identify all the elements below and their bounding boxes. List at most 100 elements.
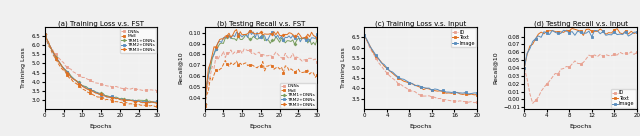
Image bbox=[366, 46, 374, 47]
TRM3+DNNs bbox=[138, 102, 146, 103]
TRM1+DNNs bbox=[154, 101, 161, 102]
TRM1+DNNs bbox=[101, 95, 109, 96]
ID bbox=[554, 73, 562, 75]
Text: (15, 3.78): (15, 3.78) bbox=[445, 92, 452, 94]
Y-axis label: Training Loss: Training Loss bbox=[21, 48, 26, 88]
Image bbox=[431, 88, 438, 90]
ID bbox=[534, 96, 542, 98]
Image bbox=[524, 52, 531, 54]
X-axis label: Epochs: Epochs bbox=[569, 123, 592, 129]
ID bbox=[459, 101, 467, 102]
Image bbox=[532, 38, 540, 40]
Legend: DNNs, MoE, TRM1+DNNs, TRM2+DNNs, TRM3+DNNs: DNNs, MoE, TRM1+DNNs, TRM2+DNNs, TRM3+DN… bbox=[120, 28, 156, 53]
Text: (0, 0.04): (0, 0.04) bbox=[520, 67, 528, 69]
Image bbox=[621, 31, 629, 33]
TRM3+DNNs bbox=[201, 104, 209, 105]
Text: (18, 3.74): (18, 3.74) bbox=[462, 93, 470, 95]
Y-axis label: Training Loss: Training Loss bbox=[341, 48, 346, 88]
ID bbox=[616, 52, 624, 53]
TRM1+DNNs bbox=[314, 38, 321, 40]
DNNs bbox=[154, 90, 161, 92]
ID bbox=[538, 90, 545, 92]
Image bbox=[546, 34, 554, 35]
Image bbox=[364, 39, 371, 41]
Image bbox=[412, 85, 419, 86]
Text: (2.5, 5.45): (2.5, 5.45) bbox=[374, 58, 382, 60]
Text: (20, 3.7): (20, 3.7) bbox=[473, 94, 481, 95]
Image bbox=[520, 67, 528, 69]
TRM3+DNNs bbox=[41, 34, 49, 35]
Line: TRM3+DNNs: TRM3+DNNs bbox=[44, 33, 159, 104]
TRM1+DNNs bbox=[152, 102, 159, 103]
Text: (11, 4): (11, 4) bbox=[422, 88, 430, 89]
ID bbox=[445, 100, 452, 101]
Image bbox=[448, 92, 456, 93]
ID bbox=[406, 90, 413, 91]
X-axis label: Epochs: Epochs bbox=[410, 123, 432, 129]
Text: (4.5, 0.0874): (4.5, 0.0874) bbox=[546, 30, 554, 32]
Text: (7, 4.35): (7, 4.35) bbox=[400, 81, 408, 82]
ID bbox=[532, 100, 540, 101]
Image bbox=[611, 31, 618, 33]
Text: (11.5, 3.98): (11.5, 3.98) bbox=[426, 88, 433, 90]
Text: (17.5, 0.0834): (17.5, 0.0834) bbox=[619, 33, 627, 35]
ID bbox=[360, 35, 368, 36]
DNNs bbox=[223, 53, 231, 54]
MoE bbox=[67, 78, 75, 80]
Image bbox=[397, 78, 405, 80]
TRM2+DNNs bbox=[262, 40, 270, 42]
Text: (13.5, 0.0897): (13.5, 0.0897) bbox=[596, 28, 604, 30]
Text: (2, 0.0772): (2, 0.0772) bbox=[532, 38, 540, 40]
Text: (3, 5.29): (3, 5.29) bbox=[378, 61, 385, 63]
Image bbox=[577, 32, 584, 33]
Image bbox=[456, 92, 464, 94]
Image bbox=[454, 92, 461, 94]
Text: (1.5, 5.78): (1.5, 5.78) bbox=[369, 51, 377, 53]
Image bbox=[380, 64, 388, 65]
Text: (20, 0.0854): (20, 0.0854) bbox=[633, 32, 640, 33]
Text: (15, 0.0851): (15, 0.0851) bbox=[605, 32, 612, 33]
Text: (9.5, 4.1): (9.5, 4.1) bbox=[414, 86, 422, 87]
ID bbox=[470, 102, 478, 103]
TRM3+DNNs bbox=[81, 87, 88, 88]
Text: (9.5, 0.0881): (9.5, 0.0881) bbox=[574, 29, 582, 31]
Image bbox=[369, 50, 377, 51]
TRM2+DNNs bbox=[138, 101, 146, 102]
Text: (6.5, 0.086): (6.5, 0.086) bbox=[557, 31, 564, 33]
TRM1+DNNs bbox=[270, 40, 278, 42]
ID bbox=[454, 101, 461, 102]
ID bbox=[440, 99, 447, 101]
MoE bbox=[41, 35, 49, 37]
Title: (b) Testing Recall v.s. FST: (b) Testing Recall v.s. FST bbox=[217, 20, 305, 27]
Image bbox=[406, 82, 413, 84]
Legend: ID, Text, Image: ID, Text, Image bbox=[611, 89, 636, 108]
TRM1+DNNs bbox=[300, 38, 308, 39]
Text: (12.5, 0.0868): (12.5, 0.0868) bbox=[591, 30, 598, 32]
ID bbox=[420, 95, 428, 97]
Image bbox=[445, 91, 452, 93]
ID bbox=[462, 101, 470, 102]
ID bbox=[560, 68, 568, 69]
Y-axis label: Recall@10: Recall@10 bbox=[493, 52, 498, 84]
Line: TRM3+DNNs: TRM3+DNNs bbox=[204, 28, 319, 106]
TRM2+DNNs bbox=[146, 102, 154, 103]
Text: (6, 0.086): (6, 0.086) bbox=[554, 31, 562, 33]
ID bbox=[557, 68, 564, 70]
Image bbox=[630, 31, 638, 33]
Text: (5, 4.74): (5, 4.74) bbox=[388, 72, 396, 74]
DNNs bbox=[227, 49, 235, 51]
Image bbox=[571, 35, 579, 36]
Image bbox=[607, 34, 615, 36]
TRM3+DNNs bbox=[314, 37, 321, 39]
Text: (10.5, 3.94): (10.5, 3.94) bbox=[420, 89, 428, 90]
Image bbox=[392, 74, 399, 76]
Image bbox=[465, 93, 472, 95]
DNNs bbox=[63, 66, 71, 68]
Text: (16.5, 3.8): (16.5, 3.8) bbox=[454, 92, 461, 93]
Text: (5.5, 0.0864): (5.5, 0.0864) bbox=[552, 31, 559, 32]
Text: (0.5, 0.057): (0.5, 0.057) bbox=[524, 54, 531, 55]
Text: (2, 5.6): (2, 5.6) bbox=[372, 55, 380, 56]
Image bbox=[440, 90, 447, 91]
Image bbox=[422, 87, 430, 89]
Text: (7, 0.0854): (7, 0.0854) bbox=[560, 32, 568, 33]
